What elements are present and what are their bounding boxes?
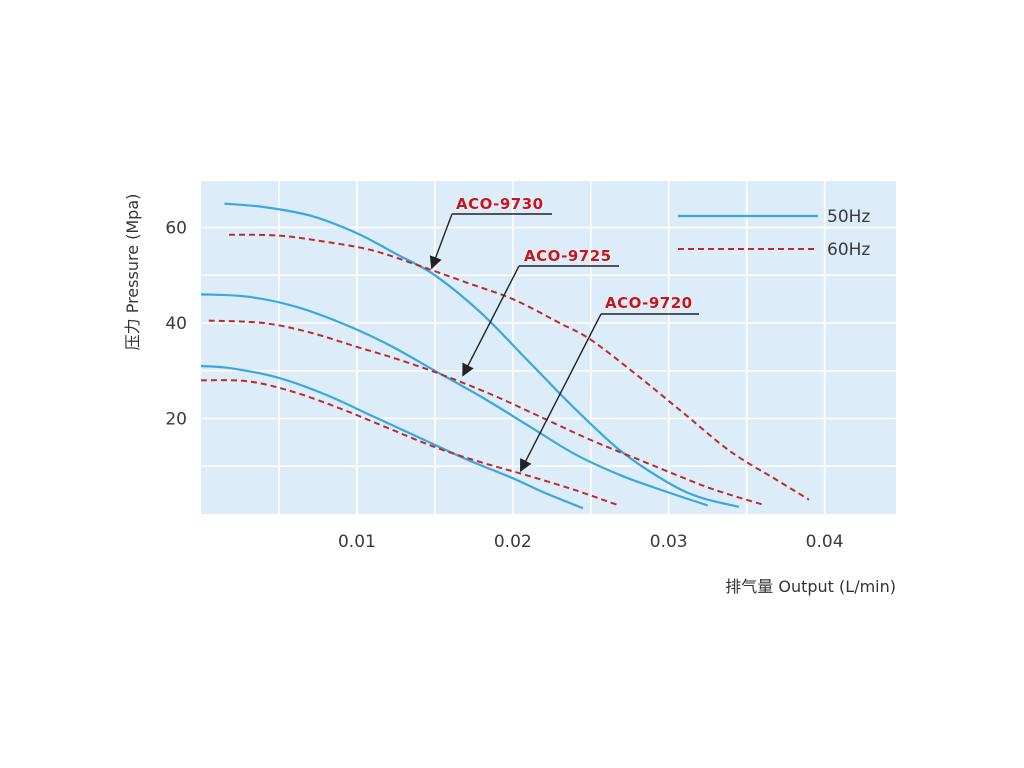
legend-label-50hz: 50Hz	[827, 207, 870, 227]
x-tick-label: 0.04	[806, 532, 844, 552]
legend: 50Hz 60Hz	[678, 207, 870, 260]
y-axis-title: 压力 Pressure (Mpa)	[123, 194, 142, 351]
series-line-aco-9730-60hz	[229, 233, 810, 501]
y-tick-label: 20	[165, 410, 187, 430]
x-tick-label: 0.01	[338, 532, 376, 552]
grid-lines	[201, 181, 896, 514]
model-label-aco-9725: ACO-9725	[524, 247, 612, 265]
series-line-aco-9730-50hz	[224, 202, 740, 508]
y-tick-label: 60	[165, 219, 187, 239]
model-label-arrow	[462, 265, 520, 377]
model-label-arrow	[519, 313, 602, 473]
legend-label-60hz: 60Hz	[827, 240, 870, 260]
x-tick-label: 0.02	[494, 532, 532, 552]
axes: 0.01 0.02 0.03 0.04 20 40 60	[165, 219, 843, 553]
series-line-aco-9720-50hz	[200, 364, 584, 510]
plot-background	[201, 181, 896, 514]
model-label-arrow	[429, 213, 453, 270]
x-tick-label: 0.03	[650, 532, 688, 552]
series-line-aco-9725-50hz	[200, 293, 709, 507]
model-label-aco-9720: ACO-9720	[605, 294, 693, 312]
model-annotations: ACO-9730 ACO-9725 ACO-9720	[429, 195, 699, 473]
series-lines	[200, 202, 810, 510]
model-label-aco-9730: ACO-9730	[456, 195, 544, 213]
x-axis-title: 排气量 Output (L/min)	[725, 577, 896, 596]
series-line-aco-9725-60hz	[208, 319, 763, 506]
y-tick-label: 40	[165, 314, 187, 334]
series-line-aco-9720-60hz	[200, 379, 620, 507]
